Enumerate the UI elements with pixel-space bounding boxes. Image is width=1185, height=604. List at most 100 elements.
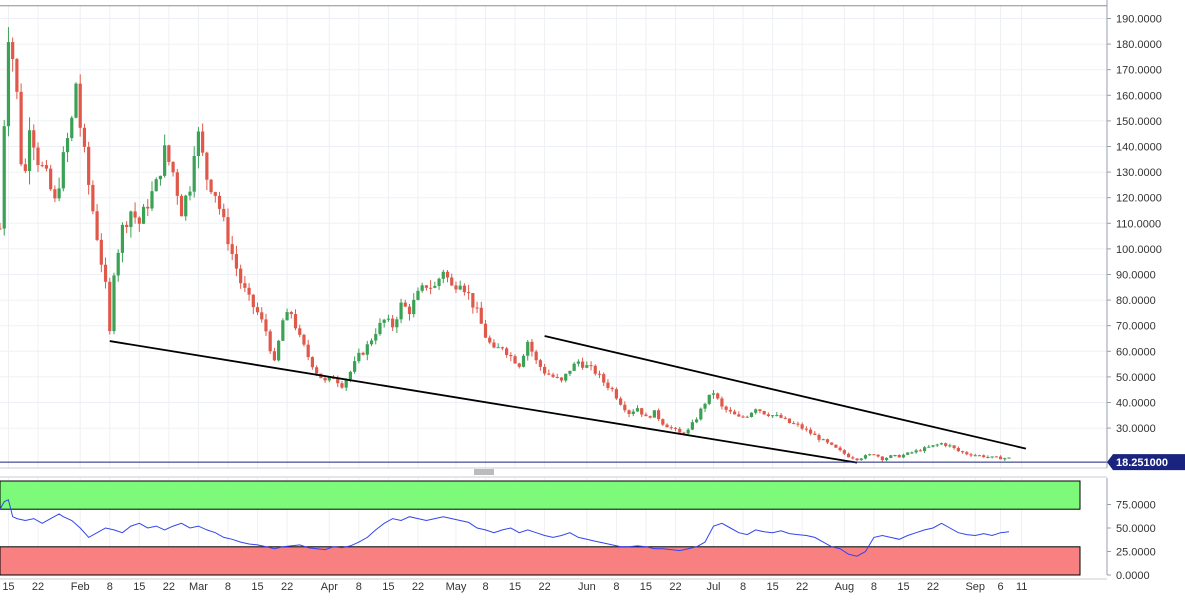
candle-body (505, 348, 509, 355)
candle-body (817, 435, 821, 440)
candle-body (386, 318, 391, 320)
candle-body (454, 285, 458, 290)
candle-body (534, 351, 538, 361)
x-tick-label: 15 (2, 581, 14, 593)
candle-body (694, 419, 699, 423)
candle-body (1007, 457, 1011, 459)
x-tick-label: 8 (107, 581, 113, 593)
candle-body (749, 412, 754, 417)
candle-body (277, 340, 281, 361)
overbought-zone (0, 480, 1081, 510)
candle-body (53, 189, 57, 199)
candle-body (302, 334, 306, 345)
candle-body (150, 191, 154, 209)
candle-body (91, 184, 95, 212)
x-tick-label: 15 (640, 581, 652, 593)
candle-body (792, 423, 796, 425)
candle-body (846, 453, 851, 458)
candle-body (374, 334, 378, 341)
candle-body (741, 416, 745, 418)
candle-body (475, 307, 479, 309)
y-tick-label: 90.0000 (1116, 270, 1156, 282)
candle-body (213, 192, 217, 196)
candle-body (669, 427, 673, 429)
candle-body (348, 371, 353, 380)
candle-body (783, 417, 787, 419)
candle-body (851, 457, 855, 459)
candle-body (74, 83, 78, 118)
candle-body (644, 414, 648, 417)
x-tick-label: 8 (482, 581, 488, 593)
candle-body (15, 59, 19, 92)
candle-body (315, 367, 319, 374)
x-tick-label: 22 (927, 581, 939, 593)
candle-body (597, 373, 602, 375)
rsi-tick-label: 50.0000 (1116, 523, 1156, 535)
candle-body (201, 131, 205, 153)
candle-body (196, 131, 201, 157)
x-tick-label: 22 (281, 581, 293, 593)
candle-body (927, 446, 931, 448)
candle-body (804, 428, 808, 430)
candle-body (673, 427, 678, 429)
candle-body (986, 456, 990, 458)
candle-body (141, 206, 146, 224)
x-tick-label: Sep (965, 581, 985, 593)
pane-resize-handle[interactable] (474, 469, 494, 475)
candle-body (973, 455, 977, 457)
candle-body (192, 156, 196, 192)
candle-body (382, 319, 386, 323)
candle-body (125, 224, 129, 228)
candle-body (834, 444, 838, 448)
candle-body (868, 454, 872, 456)
candle-body (154, 179, 158, 192)
candle-body (99, 239, 103, 265)
candle-body (247, 287, 251, 295)
x-tick-label: 8 (356, 581, 362, 593)
candle-body (901, 454, 906, 458)
x-tick-label: 22 (796, 581, 808, 593)
x-tick-label: Apr (321, 581, 338, 593)
candle-body (78, 83, 82, 128)
candle-body (23, 164, 27, 172)
candle-body (6, 42, 11, 127)
candle-body (606, 382, 610, 388)
candle-body (732, 411, 737, 415)
candle-body (543, 366, 547, 374)
candle-body (787, 418, 792, 424)
candle-body (893, 455, 897, 457)
y-tick-label: 50.0000 (1116, 372, 1156, 384)
candle-body (306, 344, 310, 358)
candle-body (969, 454, 973, 456)
candle-body (289, 312, 293, 315)
candle-body (716, 393, 720, 399)
candle-body (581, 361, 585, 368)
candle-body (344, 379, 348, 388)
x-tick-label: 22 (32, 581, 44, 593)
candle-body (838, 447, 842, 451)
candle-body (255, 307, 260, 313)
candle-body (982, 455, 986, 458)
candle-body (631, 411, 635, 414)
y-tick-label: 110.0000 (1116, 218, 1161, 230)
candle-body (467, 292, 471, 294)
candle-body (95, 211, 99, 240)
candle-body (399, 302, 403, 320)
x-tick-label: 15 (509, 581, 521, 593)
candle-body (758, 409, 762, 411)
candle-body (863, 455, 868, 459)
candle-body (103, 264, 108, 282)
candle-body (619, 398, 623, 405)
x-tick-label: 8 (225, 581, 231, 593)
candle-body (0, 228, 2, 230)
candle-body (462, 285, 466, 293)
candle-body (665, 424, 669, 428)
candle-body (82, 127, 87, 147)
candle-body (184, 195, 188, 217)
candle-body (939, 443, 944, 445)
x-tick-label: 22 (538, 581, 550, 593)
y-tick-label: 130.0000 (1116, 167, 1162, 179)
